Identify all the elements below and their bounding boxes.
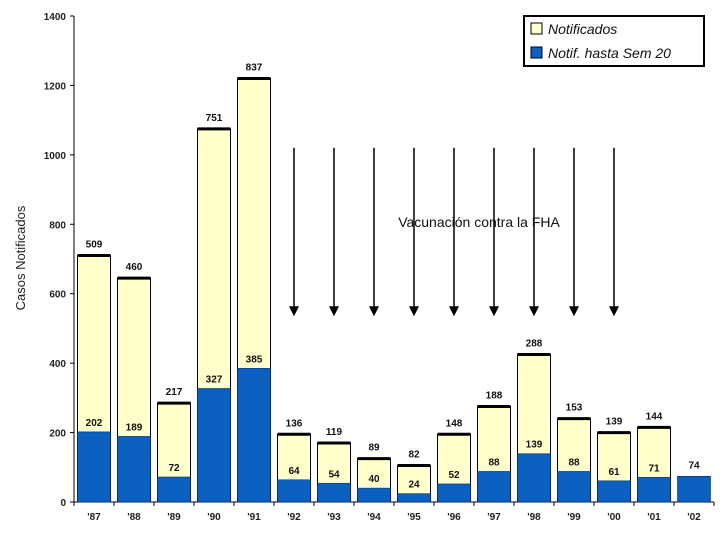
annotation: Vacunación contra la FHA — [398, 214, 560, 230]
data-label-notif-hasta-sem-20: 64 — [288, 466, 300, 477]
bar-notif-hasta-sem-20 — [117, 436, 151, 503]
x-tick-label: '94 — [367, 512, 381, 523]
data-label-notif-hasta-sem-20: 88 — [568, 457, 580, 468]
data-label-notificados: 148 — [446, 418, 463, 429]
x-tick-label: '89 — [167, 512, 181, 523]
bar-notif-hasta-sem-20 — [677, 476, 711, 503]
data-label-notif-hasta-sem-20: 189 — [126, 422, 143, 433]
vaccination-arrow — [409, 147, 419, 317]
x-tick-label: '98 — [527, 512, 541, 523]
data-label-notif-hasta-sem-20: 71 — [648, 463, 660, 474]
x-tick-label: '96 — [447, 512, 461, 523]
data-label-notif-hasta-sem-20: 54 — [328, 469, 340, 480]
bar-notif-hasta-sem-20 — [237, 368, 271, 503]
x-tick-label: '90 — [207, 512, 221, 523]
x-tick-label: '92 — [287, 512, 301, 523]
data-label-notificados: 74 — [688, 460, 700, 471]
legend-swatch-notificados — [530, 22, 543, 35]
bar-notif-hasta-sem-20 — [197, 388, 231, 503]
legend: Notificados Notif. hasta Sem 20 — [523, 15, 705, 67]
x-tick-label: '87 — [87, 512, 101, 523]
y-tick-label: 0 — [60, 498, 66, 509]
data-label-notificados: 188 — [486, 391, 503, 402]
data-label-notif-hasta-sem-20: 61 — [608, 467, 620, 478]
vaccination-arrow — [529, 147, 539, 317]
y-tick-label: 600 — [49, 290, 66, 301]
legend-swatch-notif-hasta-sem-20 — [530, 46, 543, 59]
vaccination-annotation: Vacunación contra la FHA — [398, 214, 560, 230]
bar-notif-hasta-sem-20 — [77, 431, 111, 503]
data-label-notificados: 460 — [126, 262, 143, 273]
y-tick-label: 800 — [49, 220, 66, 231]
data-label-notif-hasta-sem-20: 24 — [408, 480, 420, 491]
y-tick-label: 1200 — [44, 81, 67, 92]
data-label-notif-hasta-sem-20: 327 — [206, 374, 223, 385]
data-label-notificados: 751 — [206, 113, 223, 124]
x-tick-label: '91 — [247, 512, 261, 523]
x-tick-label: '02 — [687, 512, 701, 523]
data-label-notif-hasta-sem-20: 52 — [448, 470, 460, 481]
bars: 509 202 460 189 217 72 751 327 837 385 136 64 119 54 8… — [77, 62, 711, 503]
data-label-notificados: 288 — [526, 338, 543, 349]
data-label-notif-hasta-sem-20: 202 — [86, 418, 103, 429]
bar-notif-hasta-sem-20 — [157, 476, 191, 503]
vaccination-arrow — [609, 147, 619, 317]
bar-notif-hasta-sem-20 — [277, 479, 311, 503]
data-label-notif-hasta-sem-20: 385 — [246, 354, 263, 365]
arrows — [289, 147, 619, 317]
vaccination-arrow — [329, 147, 339, 317]
data-label-notif-hasta-sem-20: 40 — [368, 474, 380, 485]
bar-notif-hasta-sem-20 — [517, 453, 551, 503]
bar-notif-hasta-sem-20 — [397, 493, 431, 503]
legend-box — [523, 15, 705, 67]
vaccination-arrow — [489, 147, 499, 317]
data-label-notificados: 119 — [326, 427, 343, 438]
x-tick-label: '88 — [127, 512, 141, 523]
data-label-notificados: 136 — [286, 418, 303, 429]
data-label-notificados: 509 — [86, 240, 103, 251]
data-label-notificados: 89 — [368, 443, 380, 454]
legend-label-notif-hasta-sem-20: Notif. hasta Sem 20 — [548, 45, 671, 61]
data-label-notificados: 153 — [566, 403, 583, 414]
data-label-notificados: 82 — [408, 450, 420, 461]
vaccination-arrow — [449, 147, 459, 317]
bar-notif-hasta-sem-20 — [637, 477, 671, 503]
bar-notif-hasta-sem-20 — [357, 487, 391, 503]
x-tick-label: '95 — [407, 512, 421, 523]
x-tick-label: '00 — [607, 512, 621, 523]
y-tick-label: 1400 — [44, 12, 67, 23]
y-axis-label: Casos Notificados — [13, 205, 28, 310]
bar-notif-hasta-sem-20 — [477, 471, 511, 503]
data-label-notif-hasta-sem-20: 72 — [168, 463, 180, 474]
data-label-notif-hasta-sem-20: 88 — [488, 457, 500, 468]
vaccination-arrow — [569, 147, 579, 317]
data-label-notif-hasta-sem-20: 139 — [526, 440, 543, 451]
bar-notif-hasta-sem-20 — [557, 471, 591, 503]
y-tick-label: 1000 — [44, 151, 67, 162]
vaccination-arrow — [369, 147, 379, 317]
x-tick-label: '93 — [327, 512, 341, 523]
y-tick-label: 400 — [49, 359, 66, 370]
data-label-notificados: 217 — [166, 387, 183, 398]
x-tick-label: '01 — [647, 512, 661, 523]
bar-notif-hasta-sem-20 — [317, 482, 351, 503]
x-tick-label: '99 — [567, 512, 581, 523]
bar-notif-hasta-sem-20 — [597, 480, 631, 503]
vaccination-arrow — [289, 147, 299, 317]
data-label-notificados: 837 — [246, 62, 263, 73]
legend-label-notificados: Notificados — [548, 21, 617, 37]
data-label-notificados: 139 — [606, 417, 623, 428]
bar-notif-hasta-sem-20 — [437, 483, 471, 503]
x-tick-label: '97 — [487, 512, 501, 523]
y-tick-label: 200 — [49, 429, 66, 440]
data-label-notificados: 144 — [646, 411, 663, 422]
